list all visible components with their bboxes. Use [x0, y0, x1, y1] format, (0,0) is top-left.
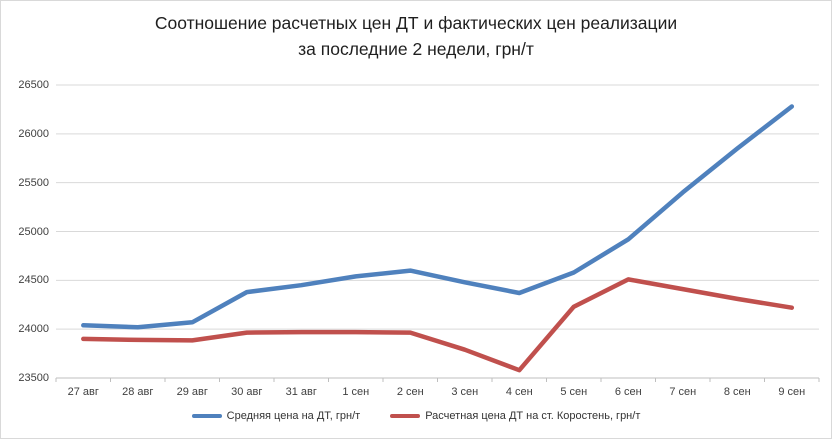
- legend-item-1: Расчетная цена ДТ на ст. Коростень, грн/…: [390, 410, 640, 422]
- legend-swatch-icon: [191, 413, 222, 419]
- legend-item-0: Средняя цена на ДТ, грн/т: [191, 410, 361, 422]
- x-axis-tick-label: 30 авг: [231, 386, 263, 398]
- x-axis-tick-label: 29 авг: [176, 386, 208, 398]
- series-line-1: [81, 277, 795, 373]
- y-axis-tick-label: 26000: [18, 127, 49, 140]
- chart-title: Соотношение расчетных цен ДТ и фактическ…: [1, 10, 831, 62]
- y-axis-tick-label: 26500: [18, 79, 49, 91]
- x-axis-tick-label: 7 сен: [669, 386, 697, 398]
- x-axis-tick-label: 1 сен: [342, 386, 370, 398]
- series-line-0: [81, 104, 795, 330]
- x-axis-tick-label: 4 сен: [505, 386, 533, 398]
- legend-label: Средняя цена на ДТ, грн/т: [226, 410, 361, 422]
- legend-swatch-icon: [390, 413, 421, 419]
- x-axis-tick-label: 3 сен: [451, 386, 479, 398]
- y-axis-tick-label: 23500: [18, 372, 49, 384]
- x-axis-tick-label: 9 сен: [778, 386, 806, 398]
- y-axis-tick-label: 24500: [18, 274, 49, 287]
- x-axis-tick-label: 6 сен: [614, 386, 642, 398]
- chart-title-line-1: Соотношение расчетных цен ДТ и фактическ…: [154, 13, 678, 33]
- x-axis-tick-label: 27 авг: [67, 386, 99, 398]
- chart-title-line-2: за последние 2 недели, грн/т: [298, 39, 534, 59]
- x-axis-tick-label: 31 авг: [285, 386, 317, 398]
- x-axis-tick-label: 28 авг: [122, 386, 154, 398]
- y-axis-tick-label: 25500: [18, 176, 49, 189]
- legend-label: Расчетная цена ДТ на ст. Коростень, грн/…: [425, 410, 641, 422]
- x-axis-tick-label: 5 сен: [560, 386, 588, 398]
- x-axis-tick-label: 2 сен: [396, 386, 424, 398]
- legend: Средняя цена на ДТ, грн/т Расчетная цена …: [1, 410, 831, 422]
- x-axis-tick-label: 8 сен: [723, 386, 751, 398]
- y-axis-tick-label: 25000: [18, 225, 49, 238]
- y-axis-tick-label: 24000: [18, 323, 49, 336]
